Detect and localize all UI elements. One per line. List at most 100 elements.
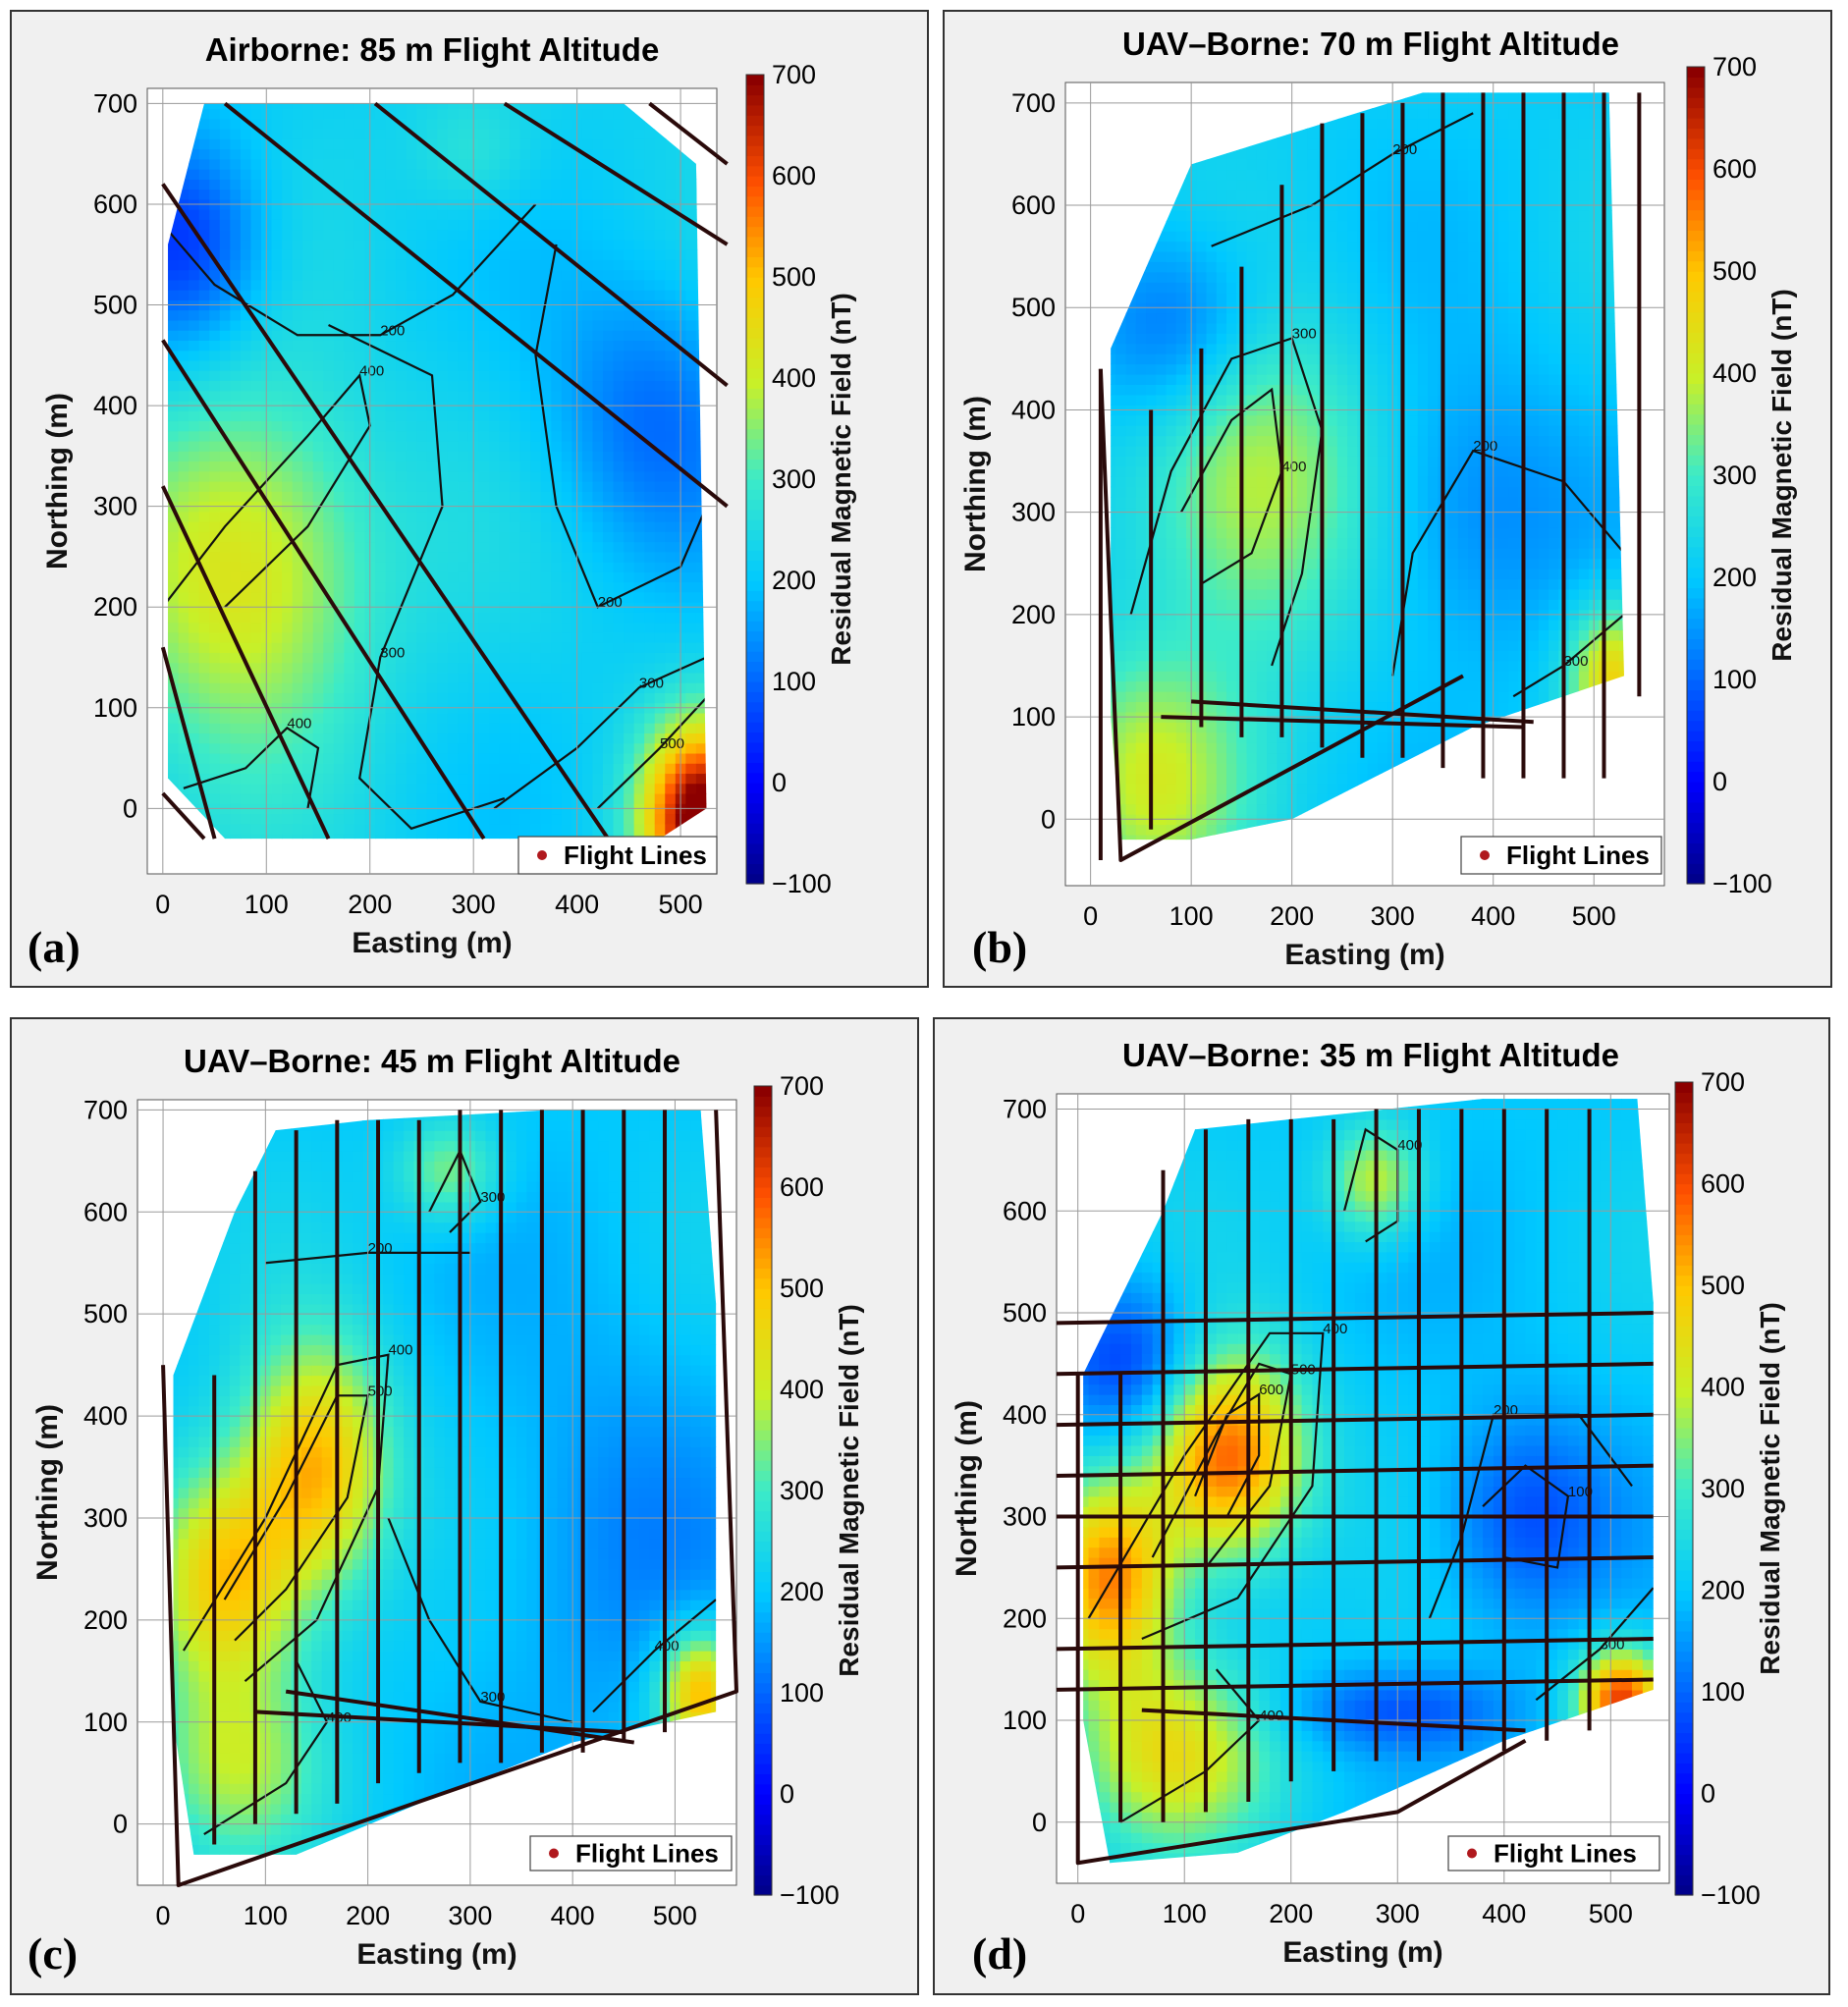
legend-box [529,1835,733,1871]
contour-label: 300 [380,644,405,661]
contour [596,696,707,810]
y-tick-label: 600 [83,1197,128,1226]
flight-line [1056,1412,1654,1428]
legend-box [1447,1835,1660,1871]
y-axis-label: Northing (m) [951,1400,983,1577]
colorbar-tick-label: 700 [1712,52,1757,81]
colorbar-tick-label: 500 [780,1274,824,1303]
colorbar-tick-label: 600 [780,1172,824,1202]
contour [203,1659,329,1835]
y-tick-label: 300 [83,1503,128,1533]
x-tick-label: 300 [1371,901,1415,931]
chart-title: UAV–Borne: 45 m Flight Altitude [184,1043,680,1079]
flight-line [161,1110,738,1887]
y-axis-label: Northing (m) [31,1404,64,1581]
y-tick-label: 300 [1003,1502,1047,1532]
panel-label: (d) [972,1928,1027,1979]
colorbar [753,1085,773,1896]
panel-label: (b) [972,922,1027,972]
contour [328,324,506,831]
colorbar-tick-label: 600 [772,161,816,190]
flight-line [161,183,610,841]
x-tick-label: 200 [1269,1899,1313,1928]
flight-lines [160,101,729,841]
y-tick-label: 100 [1011,702,1056,732]
legend-label: Flight Lines [564,841,707,870]
x-axis-label: Easting (m) [356,1938,516,1971]
x-tick-label: 300 [1376,1899,1420,1928]
flight-line [648,101,729,166]
contour-label: 400 [1281,459,1306,475]
colorbar-tick-label: 400 [1701,1373,1745,1402]
flight-line [160,646,217,840]
y-tick-label: 300 [1011,498,1056,527]
x-tick-label: 400 [555,890,599,919]
colorbar-label: Residual Magnetic Field (nT) [826,293,856,666]
legend-label: Flight Lines [575,1839,719,1869]
colorbar-tick-label: 700 [1701,1067,1745,1097]
colorbar-tick-label: 300 [1701,1474,1745,1503]
y-tick-label: 200 [83,1605,128,1635]
colorbar-tick-label: 0 [1701,1779,1715,1809]
colorbar-tick-label: 100 [1712,665,1757,694]
contour-label: 200 [1473,438,1497,455]
flight-line [285,1689,635,1745]
colorbar-tick-label: −100 [1701,1880,1761,1910]
contour-label: 300 [1563,653,1588,670]
colorbar-tick-label: 0 [1712,767,1727,796]
flight-line [1056,1463,1654,1479]
y-tick-label: 200 [1003,1603,1047,1633]
legend-marker [549,1848,559,1859]
y-tick-label: 200 [93,592,137,622]
colorbar-tick-label: 100 [780,1678,824,1708]
colorbar-tick-label: 400 [780,1375,824,1404]
flight-line [1075,1374,1527,1866]
legend-marker [1467,1848,1477,1859]
contour-label: 200 [368,1240,393,1257]
contour-label: 300 [639,675,664,691]
x-tick-label: 200 [1270,901,1314,931]
contour-label: 300 [480,1189,505,1206]
legend-box [1460,836,1662,875]
legend-marker [537,850,547,860]
flight-line [1056,1311,1654,1326]
contour-label: 200 [380,322,405,339]
flight-line [503,101,729,246]
flight-line [1141,1708,1526,1733]
flight-line [161,791,206,841]
y-tick-label: 700 [1011,88,1056,118]
colorbar-tick-label: 700 [780,1071,824,1101]
colorbar-tick-label: 600 [1701,1169,1745,1199]
colorbar-tick-label: 200 [772,566,816,595]
colorbar-tick-label: 500 [1701,1271,1745,1300]
contour-label: 400 [359,362,384,379]
x-tick-label: 500 [659,890,703,919]
x-tick-label: 500 [653,1901,697,1930]
y-tick-label: 100 [1003,1706,1047,1735]
x-tick-label: 100 [1163,1899,1207,1928]
y-axis-label: Northing (m) [41,393,74,570]
colorbar-label: Residual Magnetic Field (nT) [834,1304,864,1677]
colorbar [1686,66,1706,885]
flight-line [1056,1361,1654,1377]
flight-line [1056,1555,1654,1570]
colorbar-tick-label: 300 [780,1476,824,1505]
x-tick-label: 400 [551,1901,595,1930]
contour [168,203,537,337]
y-axis-label: Northing (m) [959,396,992,572]
x-tick-label: 400 [1471,901,1515,931]
x-tick-label: 200 [348,890,392,919]
flight-line [254,1709,625,1735]
contour [493,656,707,810]
contour [1482,1464,1570,1569]
x-tick-label: 200 [346,1901,390,1930]
colorbar-tick-label: 400 [1712,358,1757,388]
y-tick-label: 500 [1003,1298,1047,1328]
contour-label: 100 [1568,1484,1593,1500]
colorbar [1674,1081,1694,1896]
colorbar-label: Residual Magnetic Field (nT) [1755,1302,1785,1675]
colorbar-tick-label: 500 [772,262,816,292]
